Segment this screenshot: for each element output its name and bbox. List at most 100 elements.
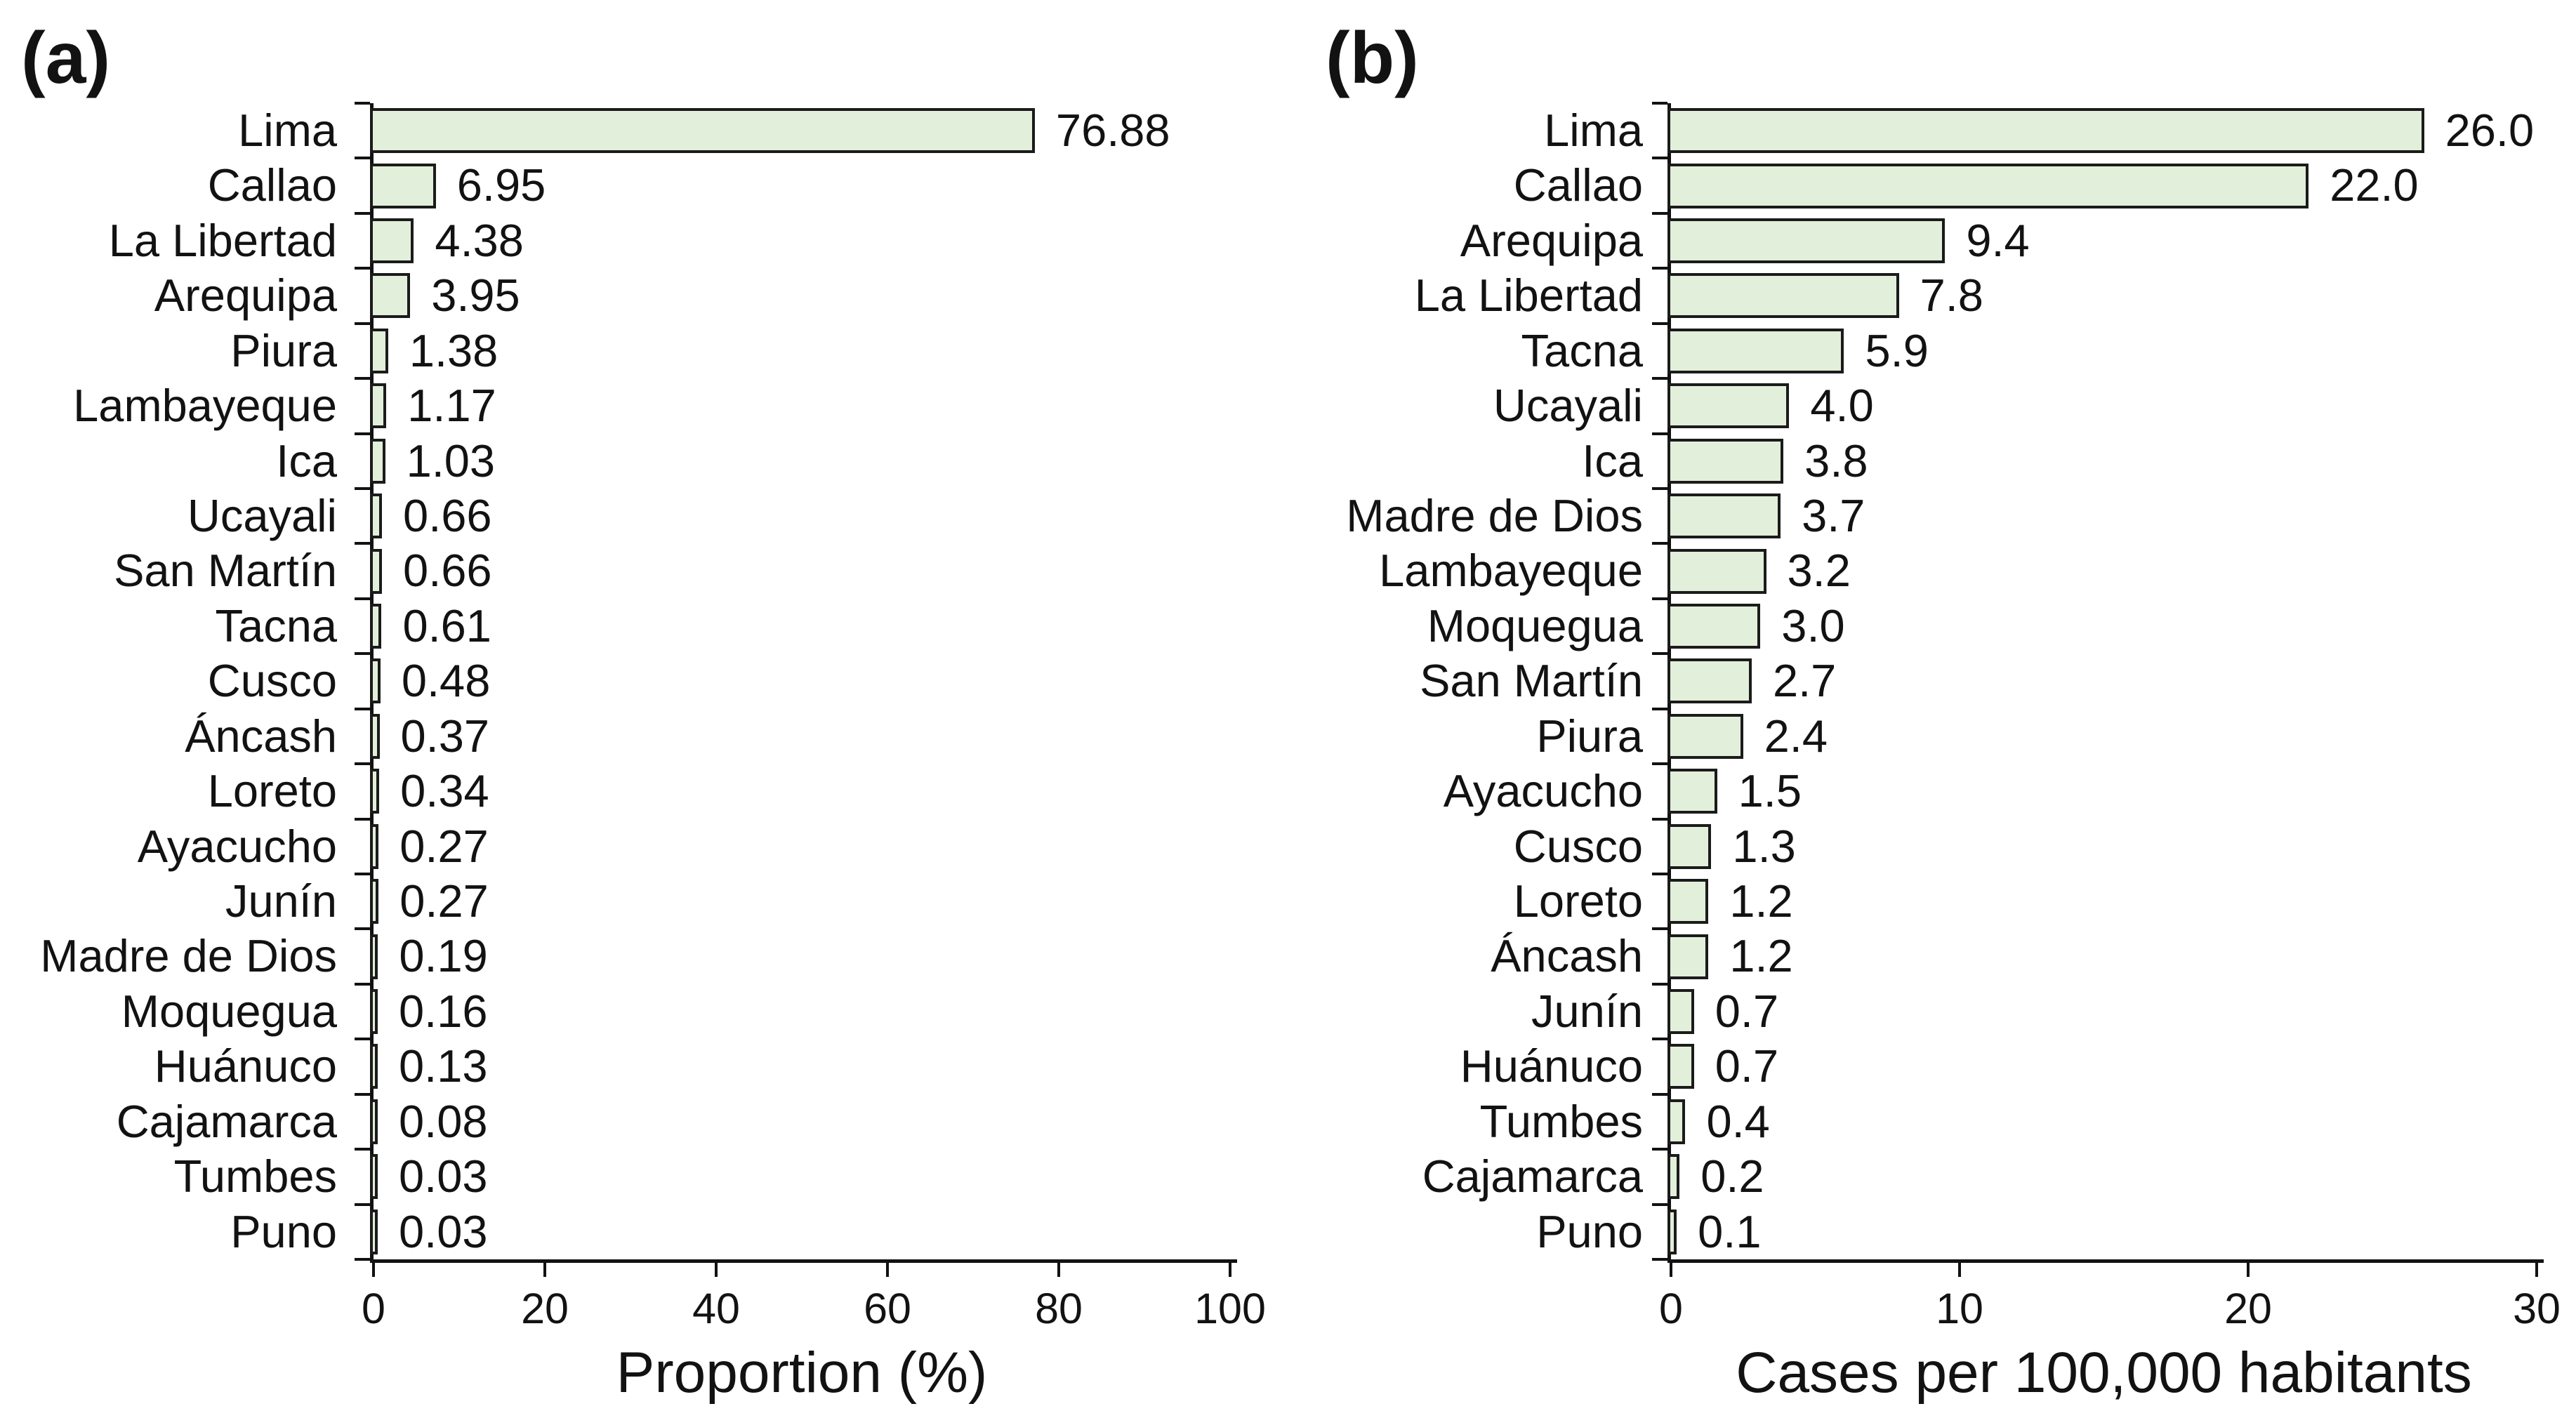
panel-a-x-axis-title: Proportion (%) [616, 1341, 988, 1405]
y-axis-tick [1652, 542, 1667, 545]
value-label: 0.61 [402, 599, 491, 651]
y-axis-tick [355, 597, 370, 600]
value-label: 6.95 [456, 159, 546, 211]
category-label: La Libertad [1414, 270, 1643, 322]
y-axis-tick [1652, 377, 1667, 380]
bar [370, 769, 380, 814]
value-label: 3.95 [431, 270, 520, 322]
bar [370, 218, 414, 264]
y-axis-tick [355, 927, 370, 931]
value-label: 0.2 [1700, 1151, 1764, 1202]
value-label: 0.34 [400, 765, 489, 817]
y-axis-tick [355, 102, 370, 105]
category-label: Piura [1536, 710, 1643, 762]
value-label: 5.9 [1865, 324, 1929, 376]
value-label: 4.38 [435, 214, 524, 266]
x-axis-tick [372, 1263, 375, 1277]
bar-row: Cusco 0.48 [208, 654, 1230, 708]
bar-row: Ucayali 0.66 [187, 489, 1230, 543]
bar-row: La Libertad 4.38 [109, 213, 1230, 268]
value-label: 0.66 [403, 545, 492, 597]
value-label: 2.7 [1772, 655, 1837, 707]
bar [1667, 1044, 1694, 1089]
value-label: 1.3 [1732, 820, 1796, 872]
value-label: 3.7 [1802, 490, 1865, 541]
bar [370, 163, 436, 208]
bar-row: La Libertad 7.8 [1415, 268, 2537, 323]
category-label: Puno [1536, 1205, 1643, 1257]
x-axis-line [370, 1259, 1237, 1263]
bar-row: Lambayeque 1.17 [73, 378, 1230, 433]
bar-row: Puno 0.1 [1536, 1205, 2537, 1259]
y-axis-tick [1652, 267, 1667, 270]
value-label: 22.0 [2330, 159, 2419, 211]
value-label: 3.8 [1804, 435, 1868, 486]
category-label: Ica [276, 435, 337, 486]
value-label: 0.7 [1715, 985, 1779, 1037]
y-axis-tick [355, 1148, 370, 1151]
y-axis-tick [1652, 927, 1667, 931]
bar-row: Ayacucho 1.5 [1444, 764, 2537, 819]
category-label: Moquegua [121, 985, 337, 1037]
category-label: Huánuco [1460, 1040, 1643, 1092]
bar [1667, 438, 1784, 484]
bar [370, 823, 379, 869]
category-label: Callao [1513, 159, 1643, 211]
bar [1667, 989, 1694, 1035]
bar [370, 879, 379, 925]
category-label: Ucayali [187, 490, 337, 541]
bar [370, 328, 388, 373]
category-label: Ayacucho [137, 820, 337, 872]
y-axis-tick [1652, 762, 1667, 766]
bar [1667, 108, 2424, 154]
category-label: Loreto [1513, 875, 1643, 927]
value-label: 0.7 [1715, 1040, 1779, 1092]
bar [370, 1099, 378, 1144]
bar [1667, 383, 1790, 429]
value-label: 26.0 [2445, 105, 2535, 156]
y-axis-tick [355, 1092, 370, 1096]
value-label: 2.4 [1764, 710, 1828, 762]
bar [1667, 493, 1781, 539]
y-axis-tick [1652, 817, 1667, 821]
bar-row: Huánuco 0.7 [1460, 1039, 2537, 1094]
bar [370, 548, 383, 594]
bar-row: Tacna 0.61 [216, 599, 1230, 654]
bar-row: Ucayali 4.0 [1493, 378, 2537, 433]
category-label: Áncash [185, 710, 337, 762]
y-axis-tick [1652, 707, 1667, 710]
value-label: 0.48 [401, 655, 491, 707]
bar [1667, 273, 1899, 319]
x-tick-label: 60 [864, 1285, 911, 1332]
category-label: Junín [225, 875, 337, 927]
panel-a-label: (a) [21, 18, 111, 99]
x-tick-label: 20 [2224, 1285, 2272, 1332]
bar [370, 438, 385, 484]
bar [370, 1044, 378, 1089]
y-axis-tick [355, 652, 370, 656]
panel-b-label: (b) [1326, 18, 1419, 99]
bar [1667, 548, 1766, 594]
value-label: 76.88 [1055, 105, 1170, 156]
category-label: La Libertad [108, 214, 337, 266]
bar [1667, 658, 1752, 704]
value-label: 0.16 [399, 985, 488, 1037]
y-axis-tick [355, 267, 370, 270]
y-axis-tick [1652, 211, 1667, 215]
value-label: 0.08 [399, 1095, 488, 1147]
value-label: 1.03 [406, 435, 496, 486]
bar-row: Callao 6.95 [208, 158, 1230, 213]
bar-row: Arequipa 3.95 [154, 268, 1230, 323]
bar-row: Moquegua 0.16 [121, 984, 1230, 1039]
bar-row: Ica 1.03 [276, 434, 1230, 489]
bar [1667, 1099, 1686, 1144]
category-label: Arequipa [154, 270, 337, 322]
y-axis-tick [1652, 1038, 1667, 1041]
bar-row: Puno 0.03 [230, 1205, 1230, 1259]
value-label: 0.4 [1706, 1095, 1770, 1147]
y-axis-tick [355, 542, 370, 545]
category-label: Ucayali [1493, 380, 1643, 432]
bar [1667, 713, 1743, 759]
value-label: 0.37 [400, 710, 490, 762]
bar-row: Tumbes 0.03 [174, 1149, 1230, 1204]
